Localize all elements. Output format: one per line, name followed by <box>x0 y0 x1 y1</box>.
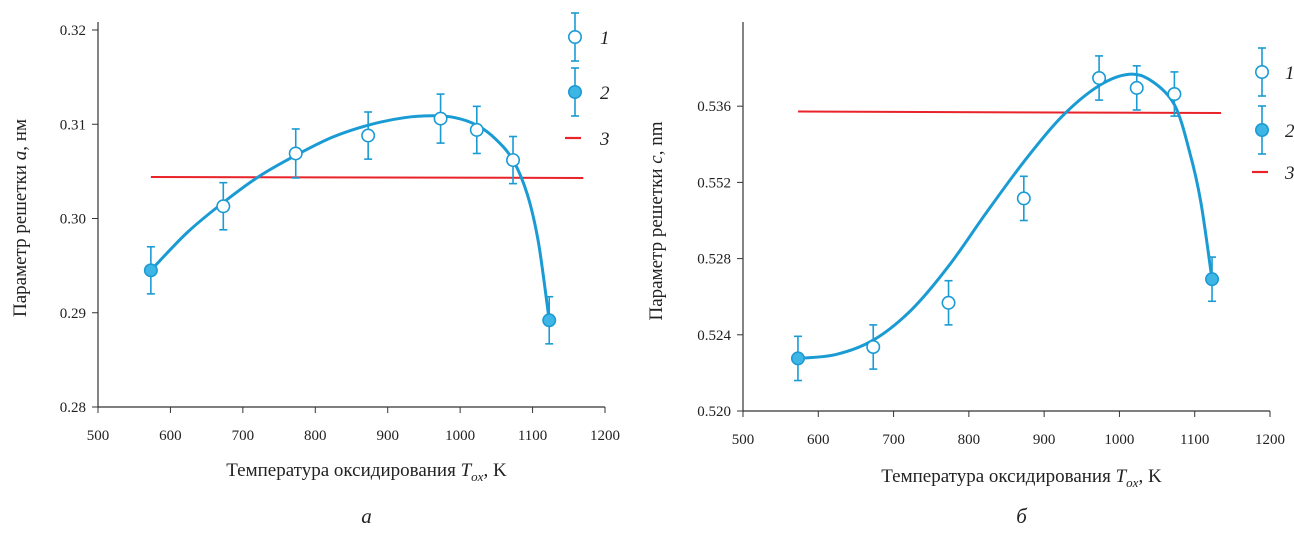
y-tick-label: 0.528 <box>697 252 731 268</box>
legend-entry-3: 3 <box>1252 163 1294 184</box>
panel-label: а <box>361 504 372 528</box>
y-tick-label: 0.32 <box>60 23 86 39</box>
x-tick-label: 1200 <box>590 428 620 444</box>
data-point-filled <box>542 313 557 328</box>
legend-marker-symbol <box>1255 123 1270 138</box>
x-tick-label: 1100 <box>518 428 547 444</box>
y-axis-title: Параметр решетки a, нм <box>10 119 31 317</box>
data-point-open <box>1092 71 1107 86</box>
data-point-open <box>506 153 521 168</box>
data-point-filled <box>1205 272 1220 287</box>
y-axis-title-text: Параметр решетки <box>646 164 667 321</box>
y-tick-label: 0.28 <box>60 400 86 416</box>
legend-marker-symbol <box>567 85 582 100</box>
x-tick-label: 500 <box>732 432 755 448</box>
y-axis-title-unit: , нм <box>10 119 31 151</box>
y-tick-label: 0.552 <box>697 175 731 191</box>
legend-entry-1: 1 <box>1255 47 1294 97</box>
x-axis-title-subscript: ox <box>1126 475 1139 490</box>
data-point-open <box>469 122 484 137</box>
fit-curve <box>797 72 1214 360</box>
y-tick-label: 0.536 <box>697 99 731 115</box>
legend-label: 3 <box>599 129 610 150</box>
reference-line <box>150 176 584 179</box>
x-tick-label: 600 <box>807 432 830 448</box>
y-axis-title-symbol: c <box>646 155 667 164</box>
x-tick-label: 700 <box>882 432 905 448</box>
x-tick-label: 500 <box>87 428 110 444</box>
data-point-open <box>1016 191 1031 206</box>
x-axis-title-symbol: T <box>1116 466 1128 487</box>
y-tick-label: 0.520 <box>697 404 731 420</box>
x-axis-title-text: Температура оксидирования <box>226 460 460 481</box>
y-axis-title-text: Параметр решетки <box>10 160 31 317</box>
x-axis-title: Температура оксидирования Tox, K <box>226 460 507 484</box>
data-point-open <box>361 128 376 143</box>
y-axis-title-symbol: a <box>10 151 31 161</box>
x-tick-label: 800 <box>304 428 327 444</box>
data-point-filled <box>790 351 805 366</box>
x-axis-title-text: Температура оксидирования <box>881 466 1115 487</box>
y-tick-label: 0.30 <box>60 212 86 228</box>
data-point-open <box>216 199 231 214</box>
x-tick-label: 800 <box>958 432 981 448</box>
chart-panel-2: 500 600 700 800 900 1000 1100 1200 0.520 0.524 0.5… <box>646 22 1294 528</box>
x-axis-title-symbol: T <box>461 460 473 481</box>
legend-label: 1 <box>1285 63 1294 84</box>
chart-panel-1: 500 600 700 800 900 1000 1100 1200 0.28 0.29 0.30 0… <box>10 12 620 528</box>
legend-label: 2 <box>1285 121 1294 142</box>
reference-line <box>797 110 1222 115</box>
legend-entry-1: 1 <box>567 12 610 62</box>
legend-entry-3: 3 <box>565 129 610 150</box>
y-axis-title-unit: , nm <box>646 121 667 155</box>
x-tick-label: 900 <box>1033 432 1056 448</box>
data-point-open <box>1167 87 1182 102</box>
fit-curve <box>149 114 551 321</box>
legend-label: 1 <box>600 28 610 49</box>
x-axis-title-unit: , K <box>483 460 507 481</box>
legend-entry-2: 2 <box>1255 105 1294 155</box>
x-tick-label: 1000 <box>445 428 475 444</box>
data-point-open <box>866 339 881 354</box>
x-axis-title: Температура оксидирования Tox, K <box>881 466 1162 490</box>
panel-label: б <box>1016 504 1028 528</box>
x-tick-label: 900 <box>376 428 399 444</box>
x-tick-label: 700 <box>232 428 255 444</box>
data-point-open <box>433 111 448 126</box>
x-tick-label: 1200 <box>1255 432 1285 448</box>
data-point-open <box>288 146 303 161</box>
legend-marker-symbol <box>1255 65 1270 80</box>
x-tick-label: 1000 <box>1104 432 1134 448</box>
data-point-open <box>1129 80 1144 95</box>
x-tick-label: 600 <box>159 428 182 444</box>
legend-entry-2: 2 <box>567 67 610 117</box>
legend-marker-symbol <box>567 29 582 44</box>
legend-label: 3 <box>1284 163 1294 184</box>
x-tick-label: 1100 <box>1180 432 1209 448</box>
data-point-filled <box>143 263 158 278</box>
y-tick-label: 0.524 <box>697 328 731 344</box>
y-tick-label: 0.31 <box>60 117 86 133</box>
y-tick-label: 0.29 <box>60 306 86 322</box>
y-axis-title: Параметр решетки c, nm <box>646 121 667 320</box>
legend-label: 2 <box>600 83 610 104</box>
data-point-open <box>941 295 956 310</box>
x-axis-title-subscript: ox <box>471 469 484 484</box>
x-axis-title-unit: , K <box>1138 466 1162 487</box>
